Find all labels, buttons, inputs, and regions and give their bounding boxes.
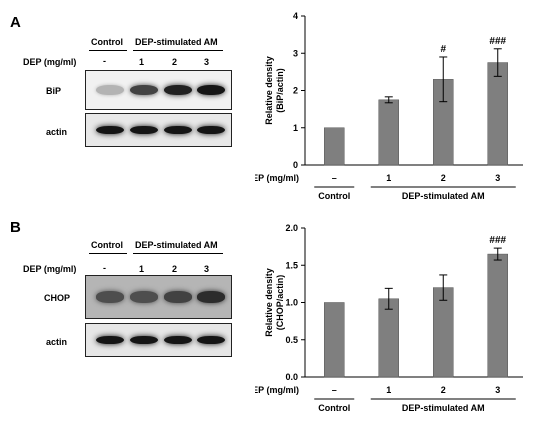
bip-chart-xtick-label-1: 1 — [386, 173, 391, 183]
dep-value-a-1: 1 — [139, 57, 145, 67]
bip-chart-xrow-label: DEP (mg/ml) — [255, 173, 299, 183]
chop-chart-ylabel-line-1: (CHOP/actin) — [275, 275, 285, 331]
blot-band-actin-b-1 — [130, 335, 158, 345]
chop-chart-xrow-label: DEP (mg/ml) — [255, 385, 299, 395]
blot-actin-a — [85, 113, 232, 147]
bip-chart-bar-3 — [487, 62, 508, 166]
blot-band-actin-b-3 — [197, 335, 225, 345]
dep-value-b-0: - — [103, 263, 106, 273]
blot-band-actin-b-0 — [96, 335, 124, 345]
dep-value-b-3: 3 — [204, 264, 210, 274]
blot-band-bip-1 — [130, 84, 158, 96]
chop-chart-ylabel-line-0: Relative density — [264, 268, 274, 337]
blot-band-actin-a-1 — [130, 125, 158, 135]
blot-label-bip: BiP — [46, 86, 62, 96]
bip-chart-bar-1 — [378, 99, 399, 166]
dep-row-label-b: DEP (mg/ml) — [23, 264, 77, 274]
chop-chart-ytick-label-2: 1.0 — [285, 298, 298, 308]
dep-value-b-2: 2 — [172, 264, 178, 274]
bip-chart-ytick-label-1: 1 — [293, 123, 298, 133]
blot-band-chop-0 — [96, 291, 124, 303]
blot-label-actin-a: actin — [46, 127, 68, 137]
chop-chart-bar-0 — [324, 302, 345, 378]
chop-chart-ytick-label-3: 1.5 — [285, 260, 298, 270]
header-control-a: Control — [91, 37, 123, 47]
chop-chart-ytick-label-4: 2.0 — [285, 223, 298, 233]
chop-chart-xtick-label-2: 2 — [441, 385, 446, 395]
blot-band-actin-a-0 — [96, 125, 124, 135]
chop-chart-xtick-label-1: 1 — [386, 385, 391, 395]
bip-chart-group-label-stimulated: DEP-stimulated AM — [402, 191, 485, 201]
bip-chart-group-label-control: Control — [318, 191, 350, 201]
blot-band-chop-1 — [130, 291, 158, 303]
blot-band-bip-0 — [96, 84, 124, 96]
header-stimulated-a: DEP-stimulated AM — [135, 37, 218, 47]
chop-chart-bar-3 — [487, 253, 508, 378]
underline-control-a — [89, 50, 127, 51]
bip-chart-ytick-label-4: 4 — [293, 11, 298, 21]
underline-control-b — [89, 253, 127, 254]
bip-chart-ytick-label-2: 2 — [293, 86, 298, 96]
chop-chart-xtick-label-0: – — [332, 385, 337, 395]
dep-value-a-0: - — [103, 56, 106, 66]
blot-band-bip-3 — [197, 84, 225, 96]
blot-actin-b — [85, 323, 232, 357]
bip-chart-ylabel-line-0: Relative density — [264, 56, 274, 125]
blot-band-chop-3 — [197, 291, 225, 303]
chop-chart-ytick-label-1: 0.5 — [285, 335, 298, 345]
blot-label-actin-b: actin — [46, 337, 68, 347]
chop-chart-ytick-label-0: 0.0 — [285, 372, 298, 382]
bip-chart-annotation-2: # — [440, 44, 446, 55]
bip-chart-ytick-label-3: 3 — [293, 48, 298, 58]
chop-chart-xtick-label-3: 3 — [495, 385, 500, 395]
dep-row-label-a: DEP (mg/ml) — [23, 57, 77, 67]
bip-chart-bar-0 — [324, 127, 345, 166]
panel-letter-b: B — [10, 219, 21, 236]
chop-chart-bar-1 — [378, 298, 399, 378]
underline-stimulated-b — [133, 253, 223, 254]
bar-chart-chop: 0.0 0.5 1.0 1.5 2.0 Relative density(CHOP/act… — [255, 223, 523, 413]
bip-chart-xtick-label-3: 3 — [495, 173, 500, 183]
bip-chart-ytick-label-0: 0 — [293, 160, 298, 170]
dep-value-b-1: 1 — [139, 264, 145, 274]
chop-chart-group-label-control: Control — [318, 403, 350, 413]
header-control-b: Control — [91, 240, 123, 250]
header-stimulated-b: DEP-stimulated AM — [135, 240, 218, 250]
blot-chop — [85, 275, 232, 319]
blot-band-chop-2 — [164, 291, 192, 303]
chop-chart-bar-2 — [433, 287, 454, 378]
dep-value-a-3: 3 — [204, 57, 210, 67]
blot-band-bip-2 — [164, 84, 192, 96]
bip-chart-xtick-label-0: – — [332, 173, 337, 183]
bip-chart-annotation-3: ### — [489, 36, 506, 47]
dep-value-a-2: 2 — [172, 57, 178, 67]
blot-band-actin-b-2 — [164, 335, 192, 345]
bip-chart-xtick-label-2: 2 — [441, 173, 446, 183]
bip-chart-ylabel: Relative density(BiP/actin) — [264, 56, 285, 125]
bip-chart-ylabel-line-1: (BiP/actin) — [275, 68, 285, 113]
chop-chart-annotation-3: ### — [489, 235, 506, 246]
blot-label-chop: CHOP — [44, 293, 71, 303]
blot-band-actin-a-2 — [164, 125, 192, 135]
blot-band-actin-a-3 — [197, 125, 225, 135]
chop-chart-group-label-stimulated: DEP-stimulated AM — [402, 403, 485, 413]
panel-letter-a: A — [10, 14, 21, 31]
blot-bip — [85, 70, 232, 110]
underline-stimulated-a — [133, 50, 223, 51]
chop-chart-ylabel: Relative density(CHOP/actin) — [264, 268, 285, 337]
